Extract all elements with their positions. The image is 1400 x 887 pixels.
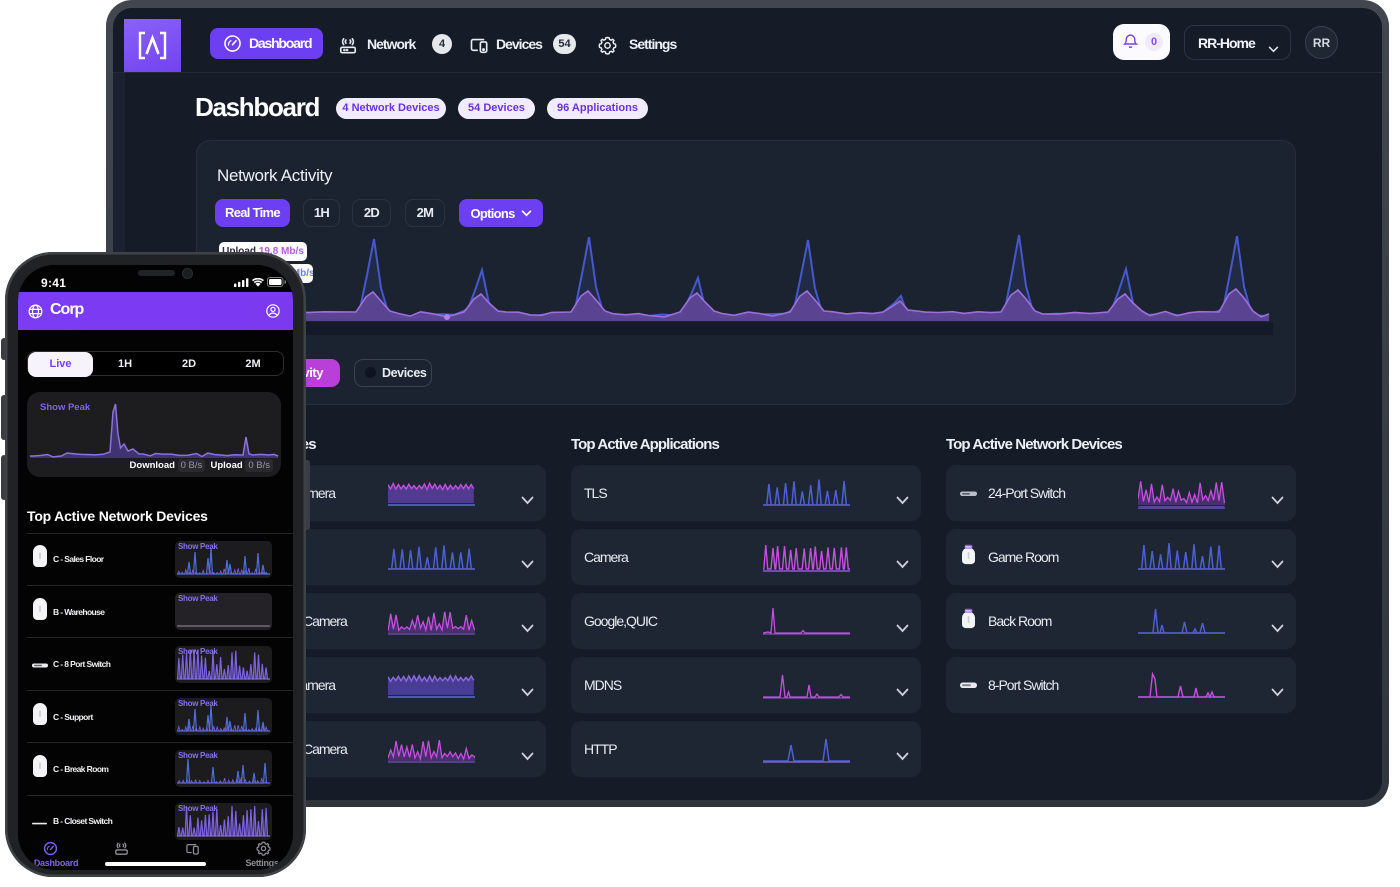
svg-text:PRO: PRO bbox=[965, 609, 972, 613]
svg-text:PRO: PRO bbox=[965, 545, 972, 549]
